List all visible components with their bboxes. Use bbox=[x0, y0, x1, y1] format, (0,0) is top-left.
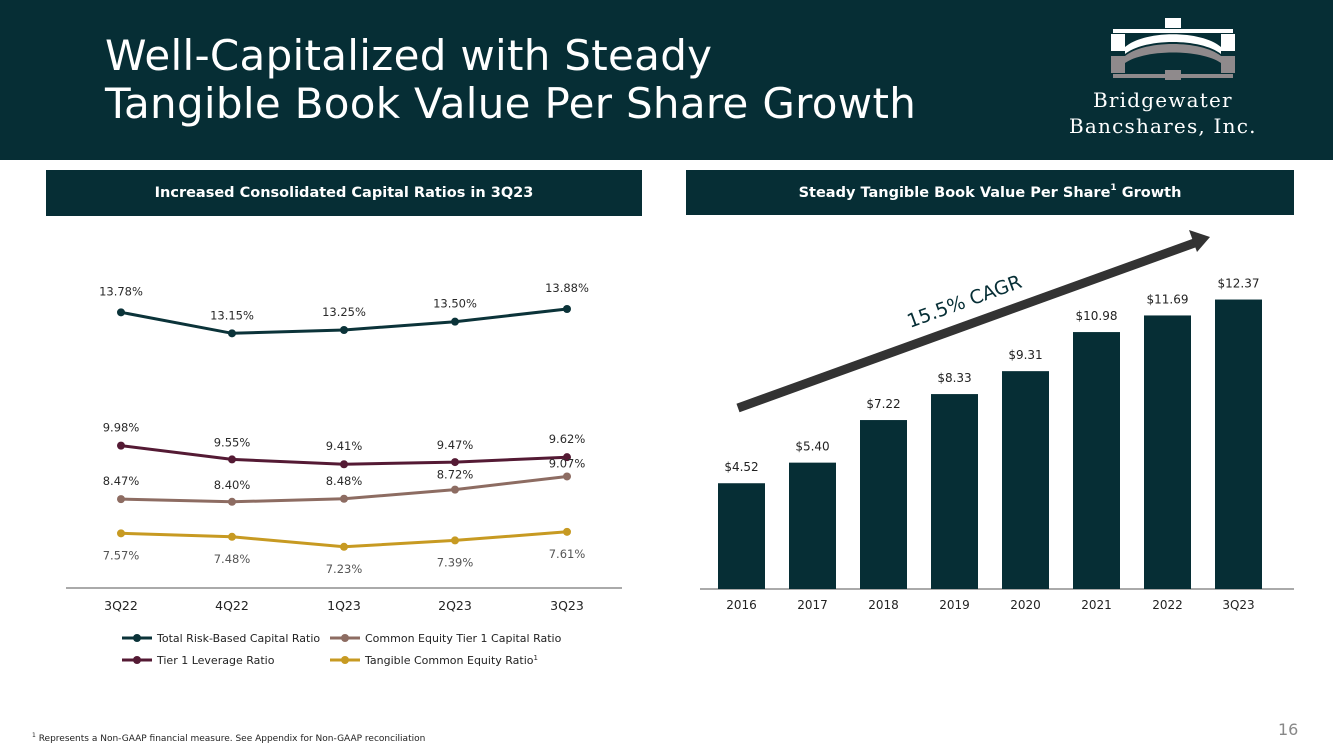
logo-text-line-2: Bancshares, Inc. bbox=[1069, 114, 1257, 138]
tier1-leverage-data-label: 9.41% bbox=[326, 439, 363, 453]
tbvps-data-label: $8.33 bbox=[937, 371, 971, 385]
cet1-data-label: 8.47% bbox=[103, 474, 140, 488]
tbvps-data-label: $12.37 bbox=[1218, 277, 1260, 291]
bar-x-tick-label: 2016 bbox=[726, 598, 757, 612]
tier1-leverage-point bbox=[340, 460, 348, 469]
footnote: 1 Represents a Non-GAAP financial measur… bbox=[32, 732, 425, 744]
tbvps-bar bbox=[1215, 299, 1262, 589]
tier1-leverage-point bbox=[451, 458, 459, 467]
tbvps-bar bbox=[931, 394, 978, 589]
tce-data-label: 7.61% bbox=[549, 547, 586, 561]
tier1-leverage-data-label: 9.62% bbox=[549, 432, 586, 446]
bridgewater-logo-icon bbox=[1111, 18, 1235, 80]
tier1-leverage-point bbox=[117, 441, 125, 450]
legend-footnote-mark: 1 bbox=[534, 654, 538, 662]
tce-data-label: 7.39% bbox=[437, 555, 474, 569]
cet1-data-label: 8.72% bbox=[437, 468, 474, 482]
tce-point bbox=[563, 527, 571, 536]
header-banner: Well-Capitalized with Steady Tangible Bo… bbox=[0, 0, 1333, 160]
total-risk-data-label: 13.15% bbox=[210, 308, 254, 322]
left-panel-header: Increased Consolidated Capital Ratios in… bbox=[46, 170, 642, 216]
x-tick-label: 1Q23 bbox=[327, 598, 361, 613]
total-risk-point bbox=[228, 329, 236, 338]
tier1-leverage-data-label: 9.98% bbox=[103, 421, 140, 435]
right-panel-header: Steady Tangible Book Value Per Share 1 Gr… bbox=[686, 170, 1294, 215]
bar-x-tick-label: 2019 bbox=[939, 598, 970, 612]
legend-marker-cet1 bbox=[341, 634, 349, 642]
x-tick-label: 3Q22 bbox=[104, 598, 138, 613]
bar-x-tick-label: 2021 bbox=[1081, 598, 1112, 612]
cet1-data-label: 8.48% bbox=[326, 474, 363, 488]
left-panel-header-text: Increased Consolidated Capital Ratios in… bbox=[154, 185, 534, 201]
footnote-mark: 1 bbox=[32, 732, 36, 739]
cet1-point bbox=[340, 494, 348, 503]
tbvps-bar bbox=[789, 462, 836, 589]
tce-data-label: 7.23% bbox=[326, 562, 363, 576]
total-risk-point bbox=[117, 308, 125, 317]
total-risk-point bbox=[340, 326, 348, 334]
legend-marker-tce bbox=[341, 656, 349, 664]
tbvps-bar bbox=[718, 483, 765, 589]
x-tick-label: 2Q23 bbox=[438, 598, 472, 613]
tce-point bbox=[451, 536, 459, 545]
tbvps-data-label: $7.22 bbox=[866, 397, 900, 411]
tbvps-data-label: $10.98 bbox=[1076, 309, 1118, 323]
capital-ratios-line-chart: 3Q22 4Q22 1Q23 2Q23 3Q23 13.78% 13.15% 13.25% 13… bbox=[66, 281, 622, 667]
cet1-point bbox=[117, 495, 125, 504]
logo-text-line-1: Bridgewater bbox=[1093, 88, 1233, 112]
legend-marker-tier1-leverage bbox=[133, 656, 141, 664]
tce-point bbox=[117, 529, 125, 538]
total-risk-point bbox=[451, 317, 459, 326]
bar-x-tick-label: 3Q23 bbox=[1222, 598, 1254, 612]
slide-title-line-2: Tangible Book Value Per Share Growth bbox=[105, 79, 917, 128]
legend-label-tier1-leverage: Tier 1 Leverage Ratio bbox=[156, 654, 275, 667]
tce-data-label: 7.48% bbox=[214, 552, 251, 566]
legend-label-cet1: Common Equity Tier 1 Capital Ratio bbox=[365, 632, 562, 645]
tbvps-bar bbox=[860, 420, 907, 589]
bar-x-tick-label: 2018 bbox=[868, 598, 899, 612]
total-risk-data-label: 13.50% bbox=[433, 297, 477, 311]
cagr-arrowhead-icon bbox=[1189, 230, 1210, 252]
page-number: 16 bbox=[1278, 720, 1299, 739]
right-panel-header-footnote-mark: 1 bbox=[1110, 182, 1117, 193]
bar-x-tick-label: 2017 bbox=[797, 598, 828, 612]
total-risk-data-label: 13.25% bbox=[322, 305, 366, 319]
x-tick-label: 4Q22 bbox=[215, 598, 249, 613]
legend-marker-total-risk bbox=[133, 634, 141, 642]
footnote-text: Represents a Non-GAAP financial measure.… bbox=[35, 734, 426, 744]
total-risk-point bbox=[563, 305, 571, 313]
bar-x-tick-label: 2022 bbox=[1152, 598, 1183, 612]
tier1-leverage-point bbox=[563, 453, 571, 462]
total-risk-data-label: 13.88% bbox=[545, 281, 589, 295]
legend-label-total-risk: Total Risk-Based Capital Ratio bbox=[156, 632, 320, 645]
total-risk-data-label: 13.78% bbox=[99, 284, 143, 298]
tbvps-bar bbox=[1073, 332, 1120, 589]
legend-label-tce: Tangible Common Equity Ratio1 bbox=[364, 654, 538, 667]
tbvps-bar bbox=[1144, 315, 1191, 589]
tbvps-bar bbox=[1002, 371, 1049, 589]
tier1-leverage-data-label: 9.47% bbox=[437, 438, 474, 452]
tce-point bbox=[228, 532, 236, 541]
right-panel-header-text: Steady Tangible Book Value Per Share bbox=[798, 184, 1111, 201]
cet1-point bbox=[228, 497, 236, 506]
tbvps-bar-chart: 15.5% CAGR$4.522016$5.402017$7.222018$8.… bbox=[700, 230, 1294, 612]
tbvps-data-label: $4.52 bbox=[724, 460, 758, 474]
tbvps-data-label: $11.69 bbox=[1147, 292, 1189, 306]
tce-data-label: 7.57% bbox=[103, 548, 140, 562]
tier1-leverage-data-label: 9.55% bbox=[214, 435, 251, 449]
tbvps-data-label: $9.31 bbox=[1008, 348, 1042, 362]
cet1-data-label: 9.07% bbox=[549, 456, 586, 470]
right-panel-header-end: Growth bbox=[1116, 184, 1182, 201]
tbvps-data-label: $5.40 bbox=[795, 440, 829, 454]
slide-title-line-1: Well-Capitalized with Steady bbox=[105, 31, 713, 80]
cagr-arrow-shaft bbox=[736, 236, 1202, 413]
bar-x-tick-label: 2020 bbox=[1010, 598, 1041, 612]
tier1-leverage-point bbox=[228, 455, 236, 464]
cet1-data-label: 8.40% bbox=[214, 478, 251, 492]
cet1-point bbox=[451, 485, 459, 494]
tce-point bbox=[340, 542, 348, 551]
x-tick-label: 3Q23 bbox=[550, 598, 584, 613]
cet1-point bbox=[563, 472, 571, 481]
